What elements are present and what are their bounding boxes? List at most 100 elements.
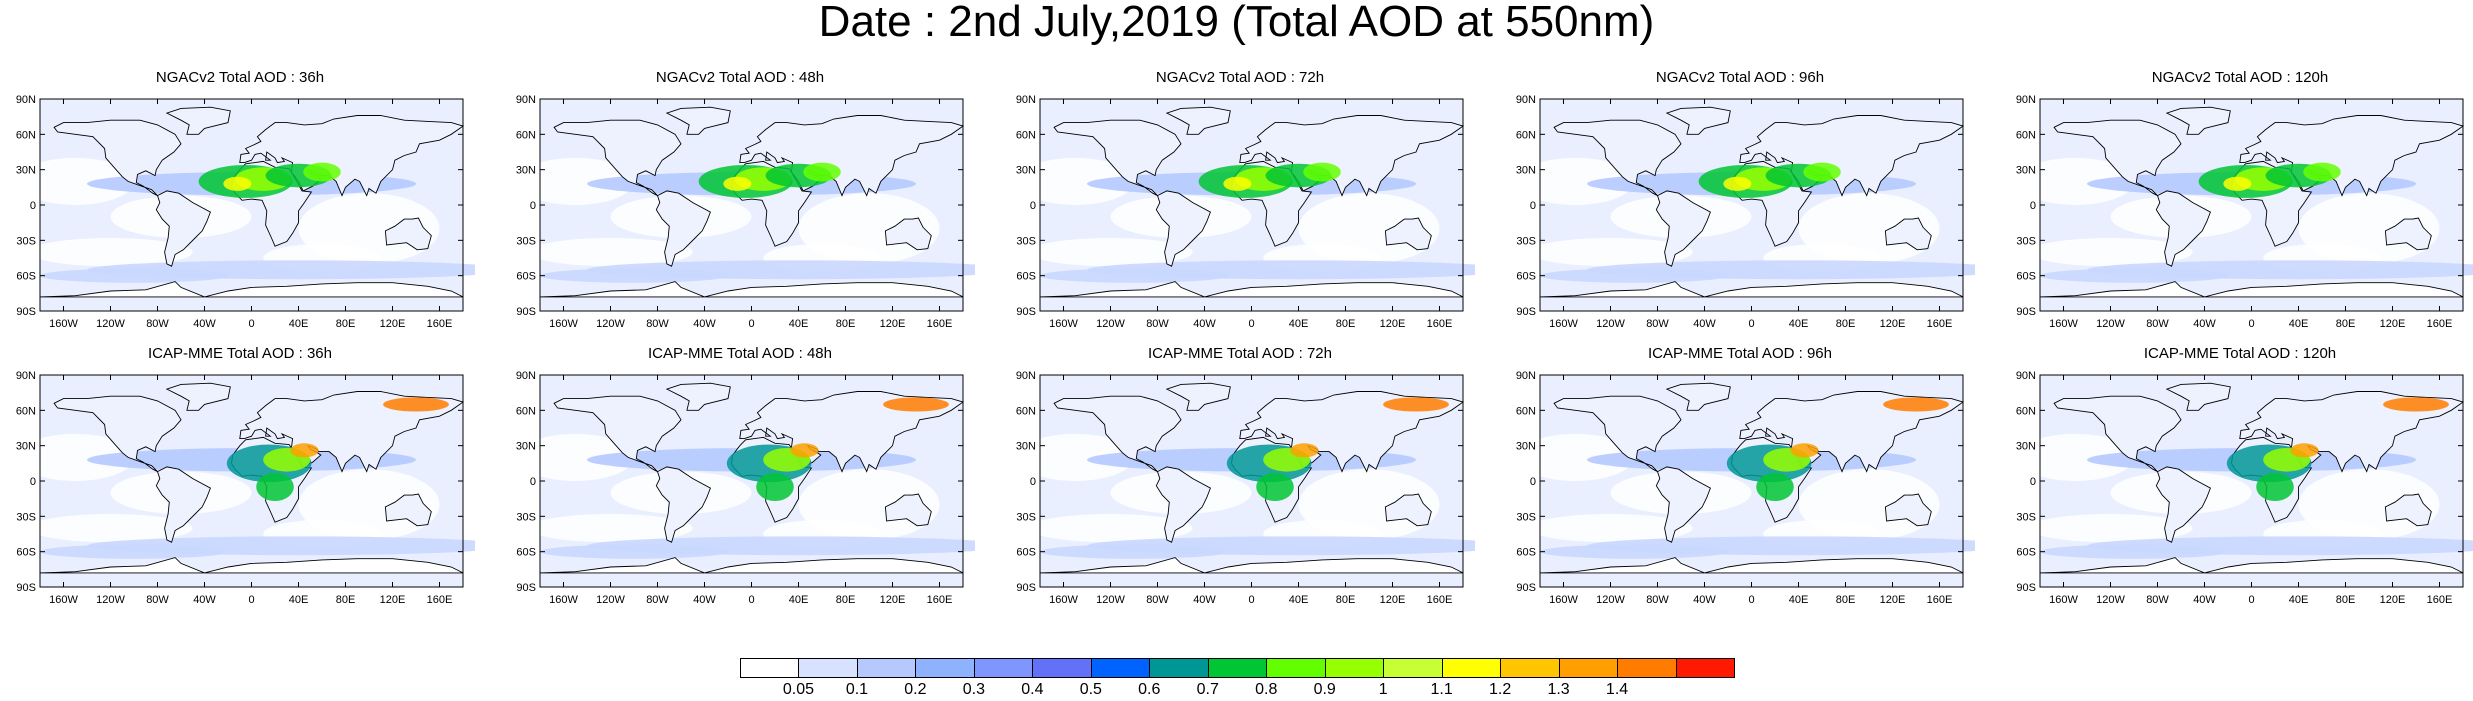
coastline-antarctica <box>1539 557 1964 574</box>
lon-label: 80E <box>336 318 356 330</box>
lat-label: 90S <box>516 582 536 594</box>
panel-title: NGACv2 Total AOD : 36h <box>155 69 325 86</box>
panel-title: ICAP-MME Total AOD : 36h <box>148 345 332 362</box>
aod-plume <box>723 176 752 191</box>
lat-label: 60S <box>516 271 536 283</box>
lon-label: 80W <box>146 318 169 330</box>
aod-band <box>40 544 228 559</box>
lat-label: 60S <box>16 547 36 559</box>
lon-label: 80W <box>2146 594 2169 606</box>
lon-label: 80E <box>1336 318 1356 330</box>
aod-plume <box>883 397 949 412</box>
lon-label: 160E <box>427 594 453 606</box>
lat-label: 90N <box>2016 370 2036 382</box>
lat-label: 90N <box>1516 94 1536 106</box>
lat-label: 60S <box>1016 547 1036 559</box>
colorbar-label: 1 <box>1378 681 1388 698</box>
low-aod-patch <box>528 237 693 267</box>
coastline-south-america <box>2155 466 2211 543</box>
coastline-australia <box>384 217 432 251</box>
low-aod-patch <box>2016 433 2134 481</box>
lat-label: 30N <box>516 165 536 177</box>
aod-map: 90N 60N 30N 0 30S 60S 90S 160W 120W 80W 40W 0 40E 80E… <box>1516 370 1975 606</box>
lon-label: 40E <box>2289 594 2309 606</box>
lon-label: 120W <box>96 318 125 330</box>
lon-label: 160E <box>1427 594 1453 606</box>
aod-plume <box>1256 472 1294 502</box>
lon-label: 160E <box>1427 318 1453 330</box>
aod-band <box>40 268 228 283</box>
aod-plume <box>223 176 252 191</box>
map-panel: NGACv2 Total AOD : 96h 90N 60N 30N 0 30S 60S 90… <box>1505 70 1975 332</box>
aod-plume <box>756 472 794 502</box>
low-aod-patch <box>2028 513 2193 543</box>
lon-label: 160W <box>2049 594 2078 606</box>
lat-label: 30S <box>516 511 536 523</box>
coastline-australia <box>1384 493 1432 527</box>
map-panel: NGACv2 Total AOD : 36h 90N 60N 30N 0 30S 60S 90… <box>5 70 475 332</box>
lat-label: 60S <box>1016 271 1036 283</box>
lon-label: 120W <box>1596 318 1625 330</box>
panel-title: ICAP-MME Total AOD : 120h <box>2143 345 2337 362</box>
aod-plume <box>383 397 449 412</box>
lon-label: 120E <box>1880 594 1906 606</box>
lat-label: 90N <box>516 94 536 106</box>
lat-label: 60S <box>1516 547 1536 559</box>
lat-label: 30S <box>1516 511 1536 523</box>
map-panel: ICAP-MME Total AOD : 72h 90N 60N 30N 0 30S 60S… <box>1005 346 1475 608</box>
aod-map: 90N 60N 30N 0 30S 60S 90S 160W 120W 80W 40W 0 40E 80E… <box>516 370 975 606</box>
lon-label: 40E <box>2289 318 2309 330</box>
colorbar-swatch <box>1383 658 1443 678</box>
coastline-north-america <box>553 119 682 197</box>
lon-label: 0 <box>1248 318 1254 330</box>
lat-label: 90N <box>2016 94 2036 106</box>
lon-label: 40E <box>789 318 809 330</box>
lon-label: 40W <box>1693 318 1716 330</box>
lon-label: 160E <box>2427 594 2453 606</box>
lat-label: 30N <box>1016 165 1036 177</box>
coastline-north-america <box>2053 395 2182 473</box>
colorbar-swatch <box>1032 658 1092 678</box>
panel-title: ICAP-MME Total AOD : 72h <box>1148 345 1332 362</box>
aod-plume <box>303 162 341 182</box>
aod-plume <box>1803 162 1841 182</box>
lon-label: 0 <box>748 318 754 330</box>
lon-label: 160W <box>1549 318 1578 330</box>
lat-label: 0 <box>2030 476 2036 488</box>
lon-label: 160W <box>549 318 578 330</box>
lat-label: 60N <box>16 129 36 141</box>
lon-label: 120W <box>2096 594 2125 606</box>
coastline-greenland <box>665 382 731 411</box>
colorbar-swatch <box>1441 658 1502 678</box>
low-aod-patch <box>16 433 134 481</box>
colorbar-label: 0.7 <box>1196 681 1219 698</box>
colorbar-label: 0.5 <box>1079 681 1102 698</box>
lat-label: 90S <box>16 582 36 594</box>
coastline-north-america <box>1553 119 1682 197</box>
lat-label: 0 <box>1030 200 1036 212</box>
lat-label: 30S <box>1016 511 1036 523</box>
lon-label: 80W <box>1646 318 1669 330</box>
lat-label: 60S <box>16 271 36 283</box>
coastline-australia <box>1884 217 1932 251</box>
lon-label: 160E <box>1927 594 1953 606</box>
lat-label: 60N <box>2016 129 2036 141</box>
map-panel: ICAP-MME Total AOD : 48h 90N 60N 30N 0 30S 60S… <box>505 346 975 608</box>
map-panel: ICAP-MME Total AOD : 120h 90N 60N 30N 0 30S 60… <box>2005 346 2473 608</box>
figure-title: Date : 2nd July,2019 (Total AOD at 550nm… <box>818 0 1655 46</box>
colorbar-swatch <box>1149 658 1209 678</box>
lon-label: 80W <box>146 594 169 606</box>
lon-label: 160W <box>1049 594 1078 606</box>
aod-band <box>540 268 728 283</box>
lat-label: 60N <box>1016 129 1036 141</box>
aod-map: 90N 60N 30N 0 30S 60S 90S 160W 120W 80W 40W 0 40E 80E… <box>1016 370 1475 606</box>
coastline-greenland <box>2165 382 2231 411</box>
aod-band <box>1540 544 1728 559</box>
colorbar-label: 0.9 <box>1313 681 1336 698</box>
lat-label: 0 <box>30 476 36 488</box>
lon-label: 0 <box>248 318 254 330</box>
lat-label: 0 <box>30 200 36 212</box>
coastline-south-america <box>155 466 211 543</box>
low-aod-patch <box>1028 237 1193 267</box>
lon-label: 80E <box>836 318 856 330</box>
